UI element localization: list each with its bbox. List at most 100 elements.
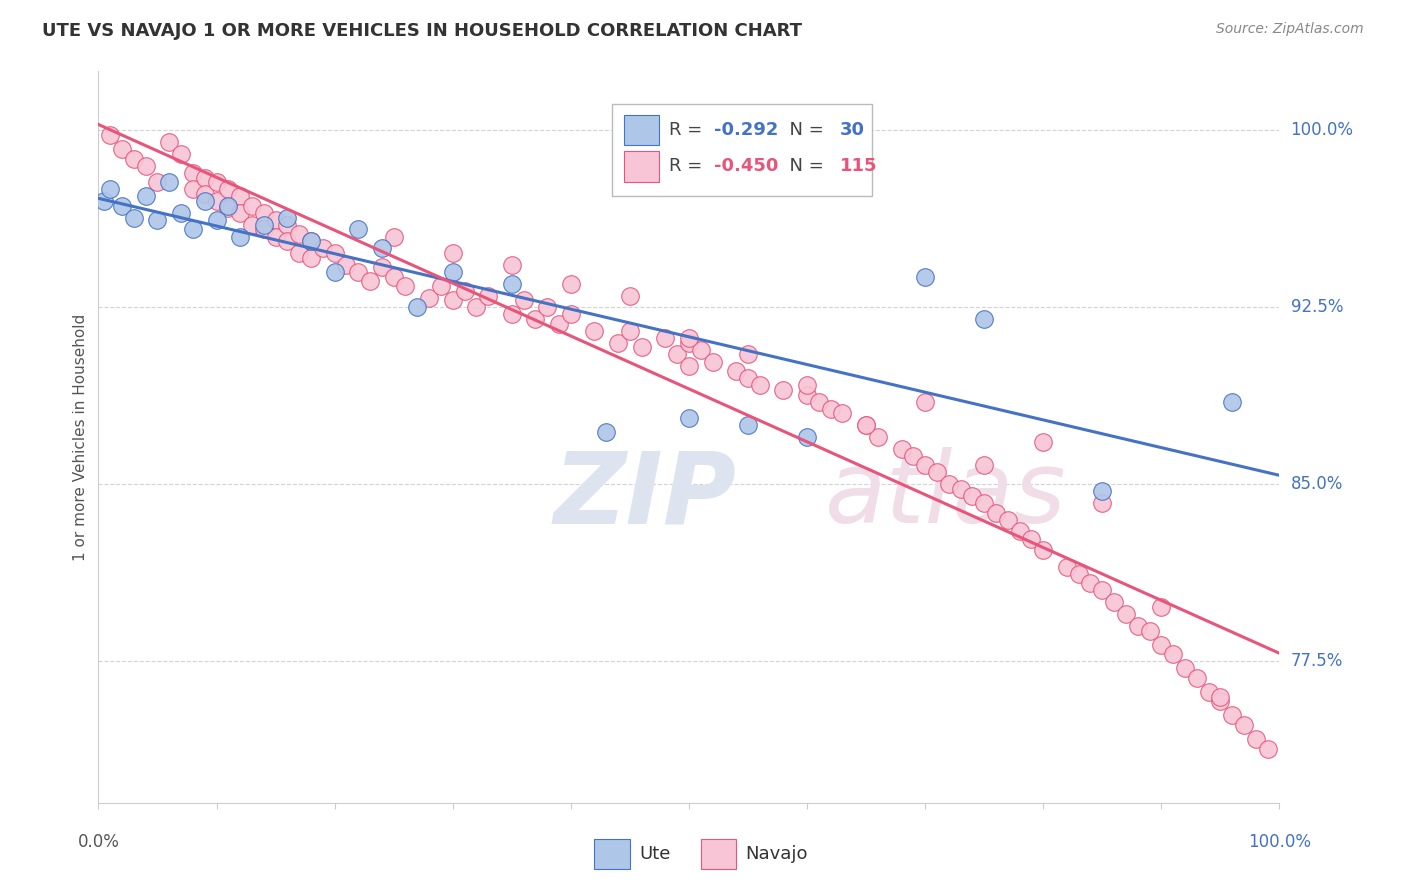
Text: 100.0%: 100.0%	[1249, 833, 1310, 851]
Point	[382, 229, 405, 244]
Point	[217, 201, 239, 215]
Point	[1091, 484, 1114, 499]
Point	[1032, 434, 1054, 449]
Point	[548, 317, 571, 331]
Point	[194, 170, 217, 185]
Point	[914, 394, 936, 409]
Point	[253, 222, 276, 236]
Point	[512, 293, 534, 308]
Point	[866, 430, 889, 444]
Point	[619, 324, 641, 338]
Text: Source: ZipAtlas.com: Source: ZipAtlas.com	[1216, 22, 1364, 37]
Point	[240, 199, 263, 213]
FancyBboxPatch shape	[624, 151, 659, 182]
Point	[903, 449, 925, 463]
Point	[949, 482, 972, 496]
Point	[406, 301, 429, 315]
Point	[997, 513, 1019, 527]
Point	[1220, 708, 1243, 723]
Point	[1174, 661, 1197, 675]
Point	[855, 418, 877, 433]
Point	[217, 199, 239, 213]
Point	[1209, 690, 1232, 704]
Point	[146, 213, 169, 227]
Point	[299, 234, 322, 248]
Point	[1150, 599, 1173, 614]
Point	[1220, 394, 1243, 409]
Text: atlas: atlas	[825, 447, 1066, 544]
Text: 115: 115	[841, 158, 877, 176]
Text: R =: R =	[669, 121, 707, 139]
Text: ZIP: ZIP	[553, 447, 737, 544]
Y-axis label: 1 or more Vehicles in Household: 1 or more Vehicles in Household	[73, 313, 89, 561]
Point	[1126, 619, 1149, 633]
Point	[1032, 543, 1054, 558]
Point	[678, 411, 700, 425]
Text: 0.0%: 0.0%	[77, 833, 120, 851]
Point	[973, 312, 995, 326]
Point	[157, 135, 180, 149]
Point	[796, 430, 818, 444]
Point	[465, 301, 488, 315]
FancyBboxPatch shape	[612, 104, 872, 195]
Text: -0.450: -0.450	[714, 158, 778, 176]
Point	[253, 218, 276, 232]
Point	[1150, 638, 1173, 652]
Point	[240, 218, 263, 232]
Point	[666, 347, 689, 361]
Point	[772, 383, 794, 397]
Point	[1209, 694, 1232, 708]
FancyBboxPatch shape	[624, 114, 659, 145]
Point	[181, 222, 204, 236]
Point	[111, 199, 134, 213]
Point	[654, 331, 676, 345]
Point	[607, 335, 630, 350]
Point	[820, 401, 842, 416]
Point	[170, 147, 193, 161]
Point	[501, 277, 523, 291]
Point	[441, 265, 464, 279]
Point	[1257, 741, 1279, 756]
Point	[441, 246, 464, 260]
Point	[394, 279, 416, 293]
Point	[146, 175, 169, 189]
Text: Navajo: Navajo	[745, 845, 808, 863]
Point	[1008, 524, 1031, 539]
Point	[678, 331, 700, 345]
Point	[560, 307, 582, 321]
Point	[264, 213, 287, 227]
Point	[181, 182, 204, 196]
Point	[276, 234, 298, 248]
Point	[1185, 671, 1208, 685]
Point	[170, 206, 193, 220]
Point	[122, 211, 145, 225]
Point	[560, 277, 582, 291]
Point	[737, 371, 759, 385]
Point	[796, 387, 818, 401]
Point	[973, 496, 995, 510]
Text: 100.0%: 100.0%	[1291, 121, 1354, 139]
Point	[418, 291, 440, 305]
Text: 85.0%: 85.0%	[1291, 475, 1343, 493]
Point	[725, 364, 748, 378]
Point	[536, 301, 558, 315]
Text: 77.5%: 77.5%	[1291, 652, 1343, 670]
Point	[205, 213, 228, 227]
Point	[1139, 624, 1161, 638]
Point	[135, 189, 157, 203]
Point	[501, 258, 523, 272]
Point	[678, 359, 700, 374]
Point	[312, 241, 335, 255]
Point	[973, 458, 995, 473]
Point	[135, 159, 157, 173]
Point	[323, 246, 346, 260]
Point	[288, 227, 311, 242]
Point	[737, 418, 759, 433]
Point	[962, 489, 984, 503]
Point	[748, 378, 770, 392]
Point	[855, 418, 877, 433]
Point	[914, 458, 936, 473]
Point	[229, 229, 252, 244]
Point	[1198, 685, 1220, 699]
Point	[299, 251, 322, 265]
